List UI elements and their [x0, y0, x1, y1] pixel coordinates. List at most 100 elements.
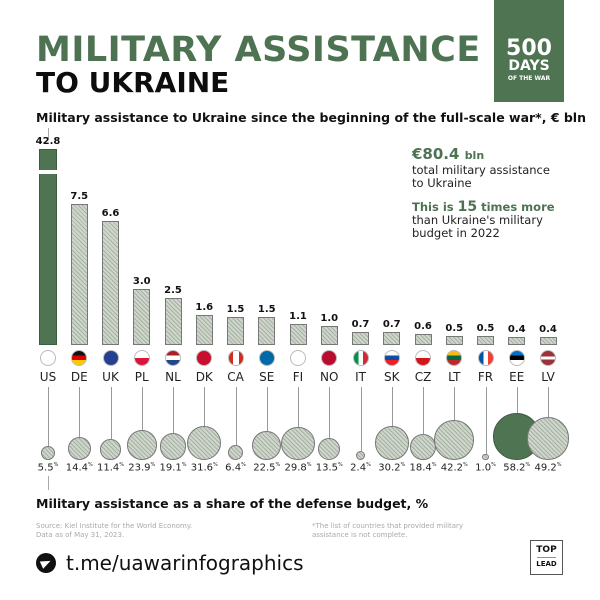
total-desc-2: to Ukraine — [412, 176, 472, 190]
bubble-fi — [281, 426, 315, 460]
bar-value-cz: 0.6 — [414, 320, 432, 332]
bar-chart-subtitle: Military assistance to Ukraine since the… — [36, 110, 586, 125]
bar-value-no: 1.0 — [320, 313, 339, 325]
bar-fr — [477, 335, 494, 345]
country-label-de: DE — [70, 370, 88, 384]
country-label-fr: FR — [477, 370, 494, 384]
flag-nl-icon — [165, 350, 181, 366]
source-line-1: Source: Kiel Institute for the World Eco… — [36, 522, 193, 530]
flag-it-icon — [352, 350, 369, 366]
footnote-line-2: assistance is not complete. — [312, 531, 408, 539]
bubble-value-de: 14.4% — [65, 462, 93, 474]
compare-desc-2: budget in 2022 — [412, 226, 500, 240]
bar-value-uk: 6.6 — [101, 207, 120, 219]
flag-uk-icon — [102, 350, 119, 366]
bubble-stem-ca — [235, 387, 237, 445]
telegram-link[interactable]: t.me/uawarinfographics — [36, 551, 304, 575]
bubble-value-ca: 6.4% — [225, 462, 246, 474]
bar-value-pl: 3.0 — [132, 275, 151, 287]
bubble-value-nl: 19.1% — [159, 462, 187, 474]
bubble-cz — [409, 433, 437, 460]
bubble-ca — [227, 444, 244, 460]
bar-ee — [508, 337, 526, 345]
bar-value-it: 0.7 — [351, 318, 370, 330]
country-label-uk: UK — [102, 370, 119, 384]
bubble-lv — [526, 417, 570, 460]
badge-number: 500 — [506, 36, 552, 61]
flag-de-icon — [71, 350, 88, 366]
bubble-uk — [100, 439, 121, 460]
bar-fi — [289, 324, 307, 345]
subtitle2-pointer-arrow — [48, 476, 49, 490]
country-label-dk: DK — [195, 370, 213, 384]
bar-value-se: 1.5 — [257, 303, 276, 315]
bubble-chart-subtitle: Military assistance as a share of the de… — [36, 496, 429, 511]
telegram-icon — [36, 553, 56, 573]
bubble-value-it: 2.4% — [350, 462, 371, 474]
bar-no — [320, 326, 338, 345]
bar-value-fi: 1.1 — [289, 311, 307, 323]
flag-cz-icon — [415, 350, 431, 366]
bar-value-ee: 0.4 — [507, 324, 526, 336]
badge-suffix: OF THE WAR — [507, 75, 551, 82]
bar-ca — [227, 316, 244, 345]
bubble-stem-de — [79, 387, 81, 437]
logo-bottom: LEAD — [536, 560, 557, 568]
bubble-stem-dk — [204, 387, 206, 426]
bubble-stem-us — [48, 387, 49, 446]
bar-uk — [102, 220, 119, 345]
bubble-stem-ee — [516, 387, 518, 414]
comparison-headline: This is 15 times more — [412, 200, 597, 214]
total-amount: €80.4 — [412, 145, 460, 163]
bubble-value-pl: 23.9% — [128, 462, 156, 474]
bubble-stem-cz — [423, 387, 424, 434]
bubble-sk — [374, 426, 409, 460]
compare-number: 15 — [457, 199, 478, 215]
flag-se-icon — [258, 350, 275, 366]
country-label-us: US — [39, 370, 57, 384]
total-value: €80.4 bln — [412, 146, 597, 164]
footnote-line-1: *The list of countries that provided mil… — [312, 522, 464, 530]
country-label-sk: SK — [384, 370, 400, 384]
flag-lv-icon — [540, 350, 556, 366]
bar-de — [70, 204, 88, 345]
bubble-value-se: 22.5% — [253, 462, 281, 474]
bar-cz — [414, 333, 432, 345]
bubble-stem-uk — [110, 387, 112, 440]
bar-value-us: 42.8 — [35, 136, 61, 147]
toplead-logo: TOP LEAD — [530, 540, 563, 575]
bubble-value-cz: 18.4% — [409, 462, 437, 474]
flag-fi-icon — [290, 350, 306, 366]
bubble-value-lt: 42.2% — [440, 462, 468, 474]
bubble-stem-no — [329, 387, 331, 438]
bubble-fr — [482, 453, 489, 460]
compare-post: times more — [477, 200, 555, 214]
bubble-pl — [126, 430, 157, 460]
bubble-de — [67, 436, 91, 460]
country-label-lv: LV — [541, 370, 555, 384]
country-label-ee: EE — [509, 370, 525, 384]
bubble-it — [355, 450, 366, 460]
bar-value-fr: 0.5 — [476, 322, 495, 334]
flag-us-icon — [40, 350, 56, 366]
badge-days: DAYS — [508, 58, 550, 74]
bubble-stem-lv — [548, 387, 549, 418]
country-label-pl: PL — [134, 370, 149, 384]
bubble-us — [40, 445, 56, 460]
bar-lv — [539, 337, 557, 345]
source-line-2: Data as of May 31, 2023. — [36, 531, 125, 539]
country-label-cz: CZ — [414, 370, 432, 384]
bar-value-de: 7.5 — [70, 191, 89, 202]
bubble-value-dk: 31.6% — [190, 462, 218, 474]
bar-value-nl: 2.5 — [164, 285, 182, 296]
bubble-value-fr: 1.0% — [475, 462, 496, 474]
flag-sk-icon — [383, 350, 400, 366]
bubble-stem-sk — [391, 387, 393, 427]
days-badge: 500 DAYS OF THE WAR — [494, 0, 564, 102]
bar-value-lt: 0.5 — [445, 322, 464, 334]
bubble-stem-fi — [298, 387, 299, 427]
flag-dk-icon — [196, 350, 213, 366]
footnote: *The list of countries that provided mil… — [312, 522, 463, 540]
telegram-url: t.me/uawarinfographics — [66, 551, 304, 575]
flag-no-icon — [321, 350, 338, 366]
